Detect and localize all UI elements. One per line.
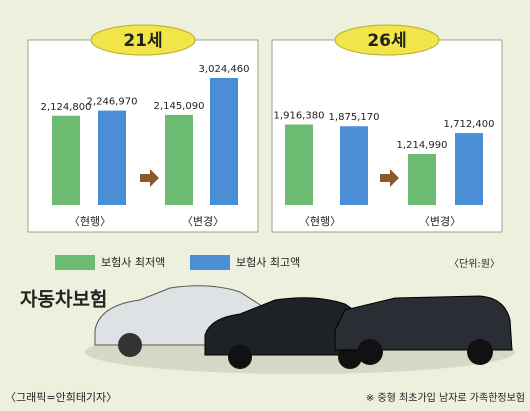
bar — [52, 115, 80, 205]
arrow — [140, 169, 159, 187]
legend-label: 보험사 최저액 — [101, 256, 165, 269]
value-label: 2,124,800 — [41, 102, 92, 113]
title-badge — [90, 24, 196, 56]
value-label: 2,246,970 — [87, 97, 138, 108]
x-tick-label: 〈변경〉 — [182, 215, 224, 228]
illustration-title: 자동차보험 — [20, 289, 107, 311]
footnote: ※ 중형 최초가입 남자로 가족한정보험 — [366, 391, 525, 404]
value-label: 3,024,460 — [199, 64, 250, 75]
x-tick-label: 〈변경〉 — [419, 215, 461, 228]
bar — [408, 153, 436, 205]
value-label: 2,145,090 — [154, 101, 205, 112]
x-tick-label: 〈현행〉 — [299, 215, 341, 228]
title-badge — [334, 24, 440, 56]
bar — [340, 126, 368, 205]
legend-swatch — [55, 255, 95, 270]
bar — [165, 114, 193, 205]
value-label: 1,916,380 — [274, 111, 325, 122]
credit: 〈그래픽=안희태기자〉 — [5, 391, 117, 404]
x-tick-label: 〈현행〉 — [69, 215, 111, 228]
bar — [455, 133, 483, 205]
legend-label: 보험사 최고액 — [236, 256, 300, 269]
value-label: 1,712,400 — [444, 119, 495, 130]
bar — [285, 124, 313, 205]
cars-illustration — [85, 285, 515, 374]
value-label: 1,214,990 — [397, 140, 448, 151]
arrow — [380, 169, 399, 187]
chart-title: 26세 — [367, 31, 406, 51]
value-label: 1,875,170 — [329, 112, 380, 123]
chart-title: 21세 — [123, 31, 162, 51]
legend-swatch — [190, 255, 230, 270]
unit-note: 〈단위:원〉 — [449, 257, 500, 270]
bar — [98, 110, 126, 205]
bar — [210, 77, 238, 205]
